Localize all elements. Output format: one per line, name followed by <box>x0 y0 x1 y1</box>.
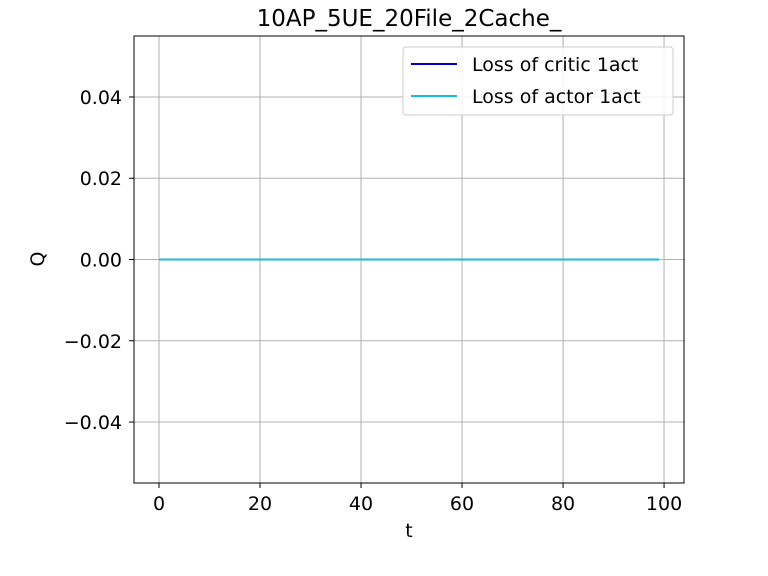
y-axis-label: Q <box>27 252 49 267</box>
x-tick-label: 0 <box>153 493 165 515</box>
x-tick-label: 20 <box>248 493 272 515</box>
x-tick-label: 80 <box>551 493 575 515</box>
legend-label-critic: Loss of critic 1act <box>472 54 638 76</box>
y-tick-label: 0.00 <box>80 250 122 272</box>
y-axis-ticks: −0.04 −0.02 0.00 0.02 0.04 <box>64 87 134 434</box>
x-axis-ticks: 0 20 40 60 80 100 <box>153 483 682 515</box>
y-tick-label: −0.02 <box>64 331 122 353</box>
x-tick-label: 40 <box>349 493 373 515</box>
x-tick-label: 60 <box>450 493 474 515</box>
legend-label-actor: Loss of actor 1act <box>472 86 641 108</box>
y-tick-label: 0.02 <box>80 168 122 190</box>
x-tick-label: 100 <box>646 493 682 515</box>
x-axis-label: t <box>405 520 412 542</box>
chart-title: 10AP_5UE_20File_2Cache_ <box>257 6 562 32</box>
y-tick-label: 0.04 <box>80 87 122 109</box>
legend: Loss of critic 1act Loss of actor 1act <box>402 46 674 116</box>
legend-box <box>402 46 674 116</box>
y-tick-label: −0.04 <box>64 412 122 434</box>
